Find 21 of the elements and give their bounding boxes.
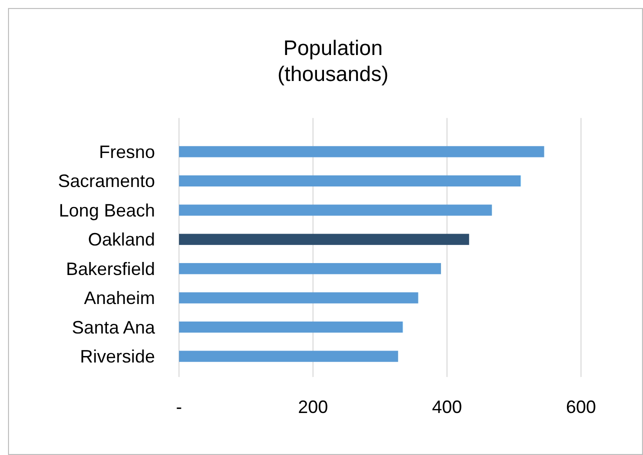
- bar: [179, 146, 544, 158]
- bar: [179, 175, 521, 186]
- x-tick-label: -: [176, 397, 182, 417]
- bar: [179, 292, 418, 304]
- bar: [179, 263, 441, 274]
- bar: [179, 350, 398, 362]
- bar: [179, 204, 492, 216]
- y-tick-label: Riverside: [80, 346, 155, 367]
- x-tick-label: 400: [432, 397, 462, 417]
- chart-title: Population (thousands): [278, 37, 388, 86]
- y-tick-label: Bakersfield: [66, 258, 155, 279]
- y-tick-label: Long Beach: [58, 200, 155, 220]
- y-tick-label: Sacramento: [58, 171, 155, 192]
- bar: [179, 234, 470, 245]
- x-tick-label: 600: [566, 397, 596, 417]
- y-tick-label: Anaheim: [84, 288, 155, 308]
- x-tick-label: 200: [298, 397, 328, 417]
- y-tick-label: Oakland: [88, 230, 155, 250]
- y-tick-label: Fresno: [98, 142, 155, 162]
- y-tick-label: Santa Ana: [72, 317, 156, 338]
- bar: [179, 322, 403, 333]
